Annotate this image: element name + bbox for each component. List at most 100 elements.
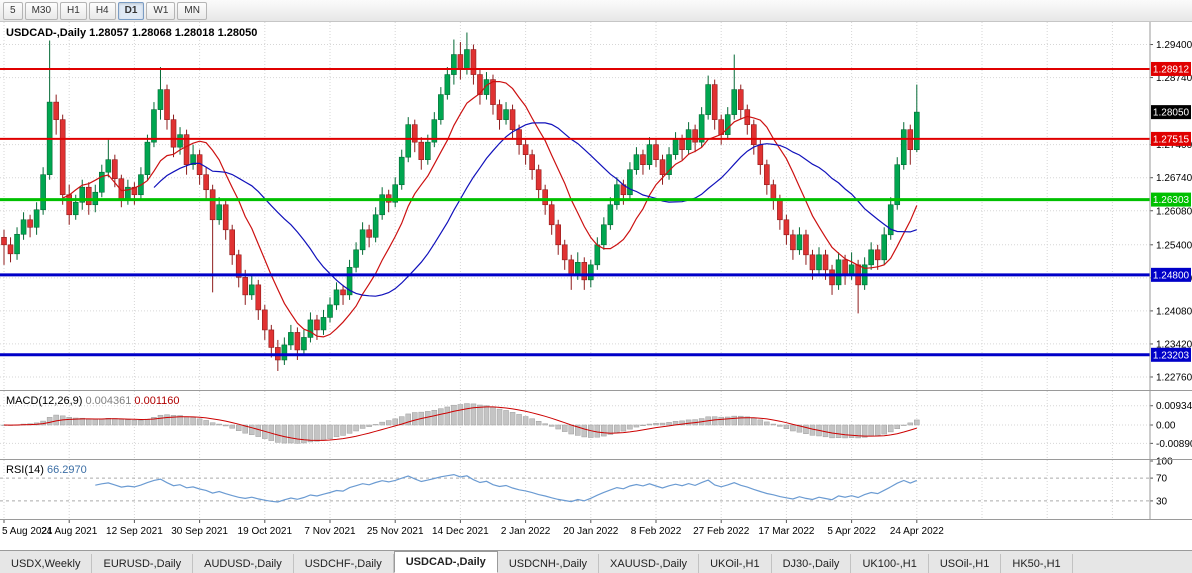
price-tick-label: 1.29400 bbox=[1156, 40, 1192, 51]
candle-body bbox=[750, 124, 757, 145]
macd-histogram-bar bbox=[627, 424, 633, 430]
candle-body bbox=[79, 186, 86, 203]
tab-usdcnh-daily[interactable]: USDCNH-,Daily bbox=[498, 554, 600, 573]
macd-histogram-bar bbox=[594, 424, 601, 438]
timeframe-button-h4[interactable]: H4 bbox=[88, 1, 116, 20]
timeframe-button-d1[interactable]: D1 bbox=[117, 1, 145, 20]
macd-histogram-bar bbox=[881, 424, 887, 435]
tab-usoil-h1[interactable]: USOil-,H1 bbox=[929, 554, 1002, 573]
macd-histogram-bar bbox=[170, 415, 177, 426]
macd-histogram-bar bbox=[451, 404, 457, 426]
macd-histogram-bar bbox=[777, 424, 783, 427]
macd-histogram-bar bbox=[327, 424, 333, 439]
macd-histogram-bar bbox=[601, 424, 607, 437]
macd-histogram-bar bbox=[464, 403, 470, 426]
macd-histogram-bar bbox=[307, 424, 314, 443]
candle-body bbox=[301, 337, 307, 351]
candle-body bbox=[555, 224, 562, 246]
macd-histogram-bar bbox=[829, 424, 835, 439]
macd-histogram-bar bbox=[561, 424, 568, 432]
candle-body bbox=[653, 144, 659, 160]
macd-histogram-bar bbox=[542, 423, 548, 426]
macd-histogram-bar bbox=[783, 424, 790, 429]
macd-histogram-bar bbox=[398, 416, 405, 426]
candle-body bbox=[398, 156, 405, 186]
rsi-axis-label: 100 bbox=[1156, 457, 1173, 468]
candle-body bbox=[490, 79, 496, 105]
candle-body bbox=[53, 101, 59, 120]
macd-label: MACD(12,26,9) 0.004361 0.001160 bbox=[6, 395, 180, 407]
candle-body bbox=[366, 229, 372, 238]
candle-body bbox=[692, 129, 698, 143]
tab-xauusd-daily[interactable]: XAUUSD-,Daily bbox=[599, 554, 700, 573]
macd-histogram-bar bbox=[581, 424, 588, 438]
macd-histogram-bar bbox=[568, 424, 574, 435]
candle-body bbox=[151, 109, 157, 143]
date-label: 12 Sep 2021 bbox=[106, 526, 163, 537]
tab-hk50-h1[interactable]: HK50-,H1 bbox=[1001, 554, 1073, 573]
macd-histogram-bar bbox=[614, 424, 620, 433]
candle-body bbox=[627, 169, 633, 196]
candle-body bbox=[340, 289, 346, 296]
macd-histogram-bar bbox=[92, 419, 99, 426]
timeframe-button-h1[interactable]: H1 bbox=[60, 1, 87, 20]
macd-histogram-bar bbox=[412, 412, 418, 426]
candle-body bbox=[157, 89, 164, 110]
date-label: 8 Feb 2022 bbox=[631, 526, 682, 537]
candle-body bbox=[457, 54, 464, 70]
candle-body bbox=[848, 264, 855, 276]
candle-body bbox=[27, 219, 33, 228]
candle-body bbox=[796, 234, 803, 251]
date-label: 20 Jan 2022 bbox=[563, 526, 618, 537]
candle-body bbox=[790, 234, 796, 251]
tab-dj30-daily[interactable]: DJ30-,Daily bbox=[772, 554, 852, 573]
tab-uk100-h1[interactable]: UK100-,H1 bbox=[851, 554, 929, 573]
macd-histogram-bar bbox=[105, 418, 112, 426]
timeframe-button-m5[interactable]: 5 bbox=[3, 1, 23, 20]
macd-panel bbox=[1, 403, 920, 444]
candles-layer bbox=[1, 32, 920, 371]
tab-usdx-weekly[interactable]: USDX,Weekly bbox=[0, 554, 93, 573]
candle-body bbox=[561, 244, 568, 261]
tab-ukoil-h1[interactable]: UKOil-,H1 bbox=[699, 554, 772, 573]
candle-body bbox=[7, 244, 14, 255]
price-tick-label: 1.23420 bbox=[1156, 339, 1192, 350]
candle-body bbox=[99, 171, 105, 193]
candle-body bbox=[190, 154, 196, 165]
macd-histogram-bar bbox=[842, 424, 848, 439]
candle-body bbox=[177, 134, 183, 148]
tab-audusd-daily[interactable]: AUDUSD-,Daily bbox=[193, 554, 294, 573]
macd-histogram-bar bbox=[209, 422, 216, 426]
tab-eurusd-daily[interactable]: EURUSD-,Daily bbox=[92, 554, 194, 573]
candle-body bbox=[679, 139, 685, 150]
macd-histogram-bar bbox=[385, 420, 392, 426]
macd-histogram-bar bbox=[757, 419, 764, 426]
timeframe-button-m30[interactable]: M30 bbox=[24, 1, 59, 20]
macd-histogram-bar bbox=[483, 405, 490, 426]
macd-histogram-bar bbox=[724, 416, 731, 426]
candle-body bbox=[594, 244, 601, 266]
timeframe-button-w1[interactable]: W1 bbox=[146, 1, 176, 20]
macd-histogram-bar bbox=[235, 424, 242, 431]
macd-histogram-bar bbox=[281, 424, 288, 444]
candle-body bbox=[424, 141, 431, 160]
candle-body bbox=[59, 119, 66, 196]
price-tick-label: 1.26740 bbox=[1156, 173, 1192, 184]
candle-body bbox=[829, 269, 835, 286]
candle-body bbox=[587, 264, 594, 281]
timeframe-button-mn[interactable]: MN bbox=[177, 1, 207, 20]
candle-body bbox=[783, 219, 790, 236]
tab-usdcad-daily[interactable]: USDCAD-,Daily bbox=[393, 551, 498, 573]
candle-body bbox=[666, 154, 672, 176]
candle-body bbox=[633, 154, 640, 171]
date-label: 2 Jan 2022 bbox=[501, 526, 551, 537]
macd-histogram-bar bbox=[301, 424, 307, 444]
tab-usdchf-daily[interactable]: USDCHF-,Daily bbox=[294, 554, 394, 573]
date-label: 19 Oct 2021 bbox=[238, 526, 293, 537]
macd-histogram-bar bbox=[118, 419, 125, 426]
macd-histogram-bar bbox=[405, 413, 411, 426]
candle-body bbox=[516, 129, 522, 145]
price-chart-svg[interactable]: 1.294001.287401.274001.267401.260801.254… bbox=[0, 22, 1192, 550]
candle-body bbox=[900, 129, 907, 165]
candle-body bbox=[288, 332, 294, 346]
